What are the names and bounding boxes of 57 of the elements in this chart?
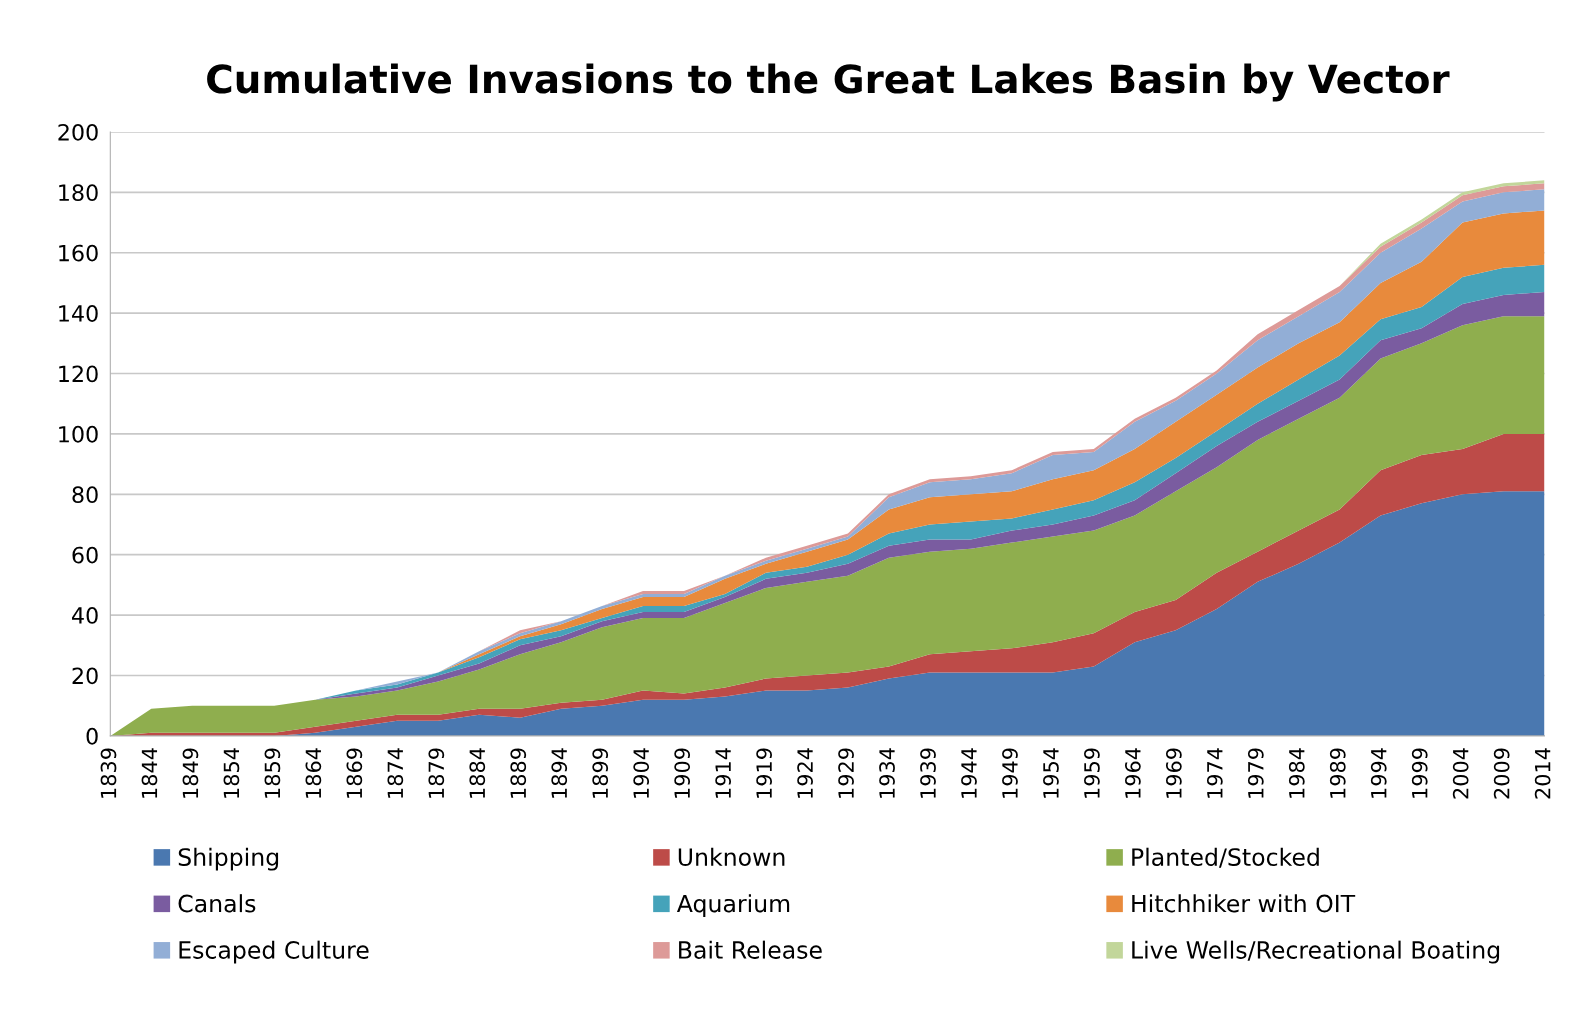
x-tick-label: 1839 bbox=[100, 748, 117, 798]
x-tick-label: 1999 bbox=[1411, 748, 1428, 798]
x-tick-label: 1914 bbox=[715, 748, 731, 798]
y-tick-label: 0 bbox=[86, 727, 98, 745]
y-tick-label: 140 bbox=[59, 305, 98, 322]
x-tick-label: 1904 bbox=[633, 748, 650, 798]
y-tick-label: 80 bbox=[72, 486, 98, 504]
x-tick-label: 1844 bbox=[141, 748, 158, 798]
x-tick-label: 1879 bbox=[428, 748, 445, 798]
y-tick-label: 40 bbox=[72, 607, 98, 624]
x-tick-label: 1889 bbox=[510, 748, 527, 798]
legend-label: Escaped Culture bbox=[179, 940, 369, 964]
x-tick-label: 1984 bbox=[1288, 748, 1305, 798]
legend-label: Planted/Stocked bbox=[1132, 847, 1319, 868]
legend-label: Shipping bbox=[178, 847, 279, 871]
legend-label: Canals bbox=[178, 894, 256, 913]
y-tick-label: 20 bbox=[72, 667, 98, 685]
x-tick-label: 1874 bbox=[387, 748, 404, 798]
x-tick-label: 1924 bbox=[797, 748, 813, 798]
x-tick-label: 1954 bbox=[1043, 748, 1059, 798]
legend-label: Aquarium bbox=[676, 894, 790, 918]
x-tick-label: 1884 bbox=[469, 748, 486, 798]
x-tick-label: 2009 bbox=[1493, 748, 1510, 799]
x-tick-label: 1964 bbox=[1125, 748, 1141, 798]
legend-label: Hitchhiker with OIT bbox=[1132, 894, 1356, 913]
x-tick-label: 2004 bbox=[1452, 748, 1469, 799]
y-tick-label: 120 bbox=[59, 365, 98, 383]
x-tick-label: 1854 bbox=[223, 748, 240, 798]
x-tick-label: 1969 bbox=[1165, 748, 1182, 798]
x-tick-label: 1994 bbox=[1370, 748, 1387, 798]
chart-title: Cumulative Invasions to the Great Lakes Basin by Vector bbox=[207, 63, 1450, 102]
x-tick-label: 2014 bbox=[1534, 748, 1551, 799]
y-tick-label: 100 bbox=[59, 425, 98, 443]
x-tick-label: 1974 bbox=[1206, 748, 1223, 798]
x-tick-label: 1934 bbox=[879, 748, 895, 798]
x-tick-label: 1894 bbox=[551, 748, 568, 798]
x-tick-label: 1849 bbox=[182, 748, 199, 798]
x-tick-label: 1959 bbox=[1084, 748, 1100, 798]
y-tick-label: 180 bbox=[59, 184, 98, 202]
x-tick-label: 1944 bbox=[961, 748, 977, 798]
x-tick-label: 1899 bbox=[592, 748, 609, 798]
legend-label: Bait Release bbox=[679, 940, 822, 959]
x-tick-label: 1859 bbox=[264, 748, 281, 798]
x-tick-label: 1869 bbox=[346, 748, 363, 798]
legend-label: Live Wells/Recreational Boating bbox=[1132, 940, 1500, 964]
x-tick-label: 1929 bbox=[838, 748, 854, 798]
x-tick-label: 1919 bbox=[756, 748, 772, 798]
x-tick-label: 1989 bbox=[1329, 748, 1346, 798]
x-tick-label: 1979 bbox=[1247, 748, 1264, 798]
x-tick-label: 1939 bbox=[920, 748, 936, 798]
x-tick-label: 1909 bbox=[674, 748, 691, 798]
legend-label: Unknown bbox=[678, 847, 785, 866]
y-tick-label: 160 bbox=[59, 244, 98, 262]
x-tick-label: 1949 bbox=[1002, 748, 1018, 798]
x-tick-label: 1864 bbox=[305, 748, 322, 798]
y-tick-label: 60 bbox=[72, 546, 98, 564]
y-tick-label: 200 bbox=[58, 123, 98, 141]
